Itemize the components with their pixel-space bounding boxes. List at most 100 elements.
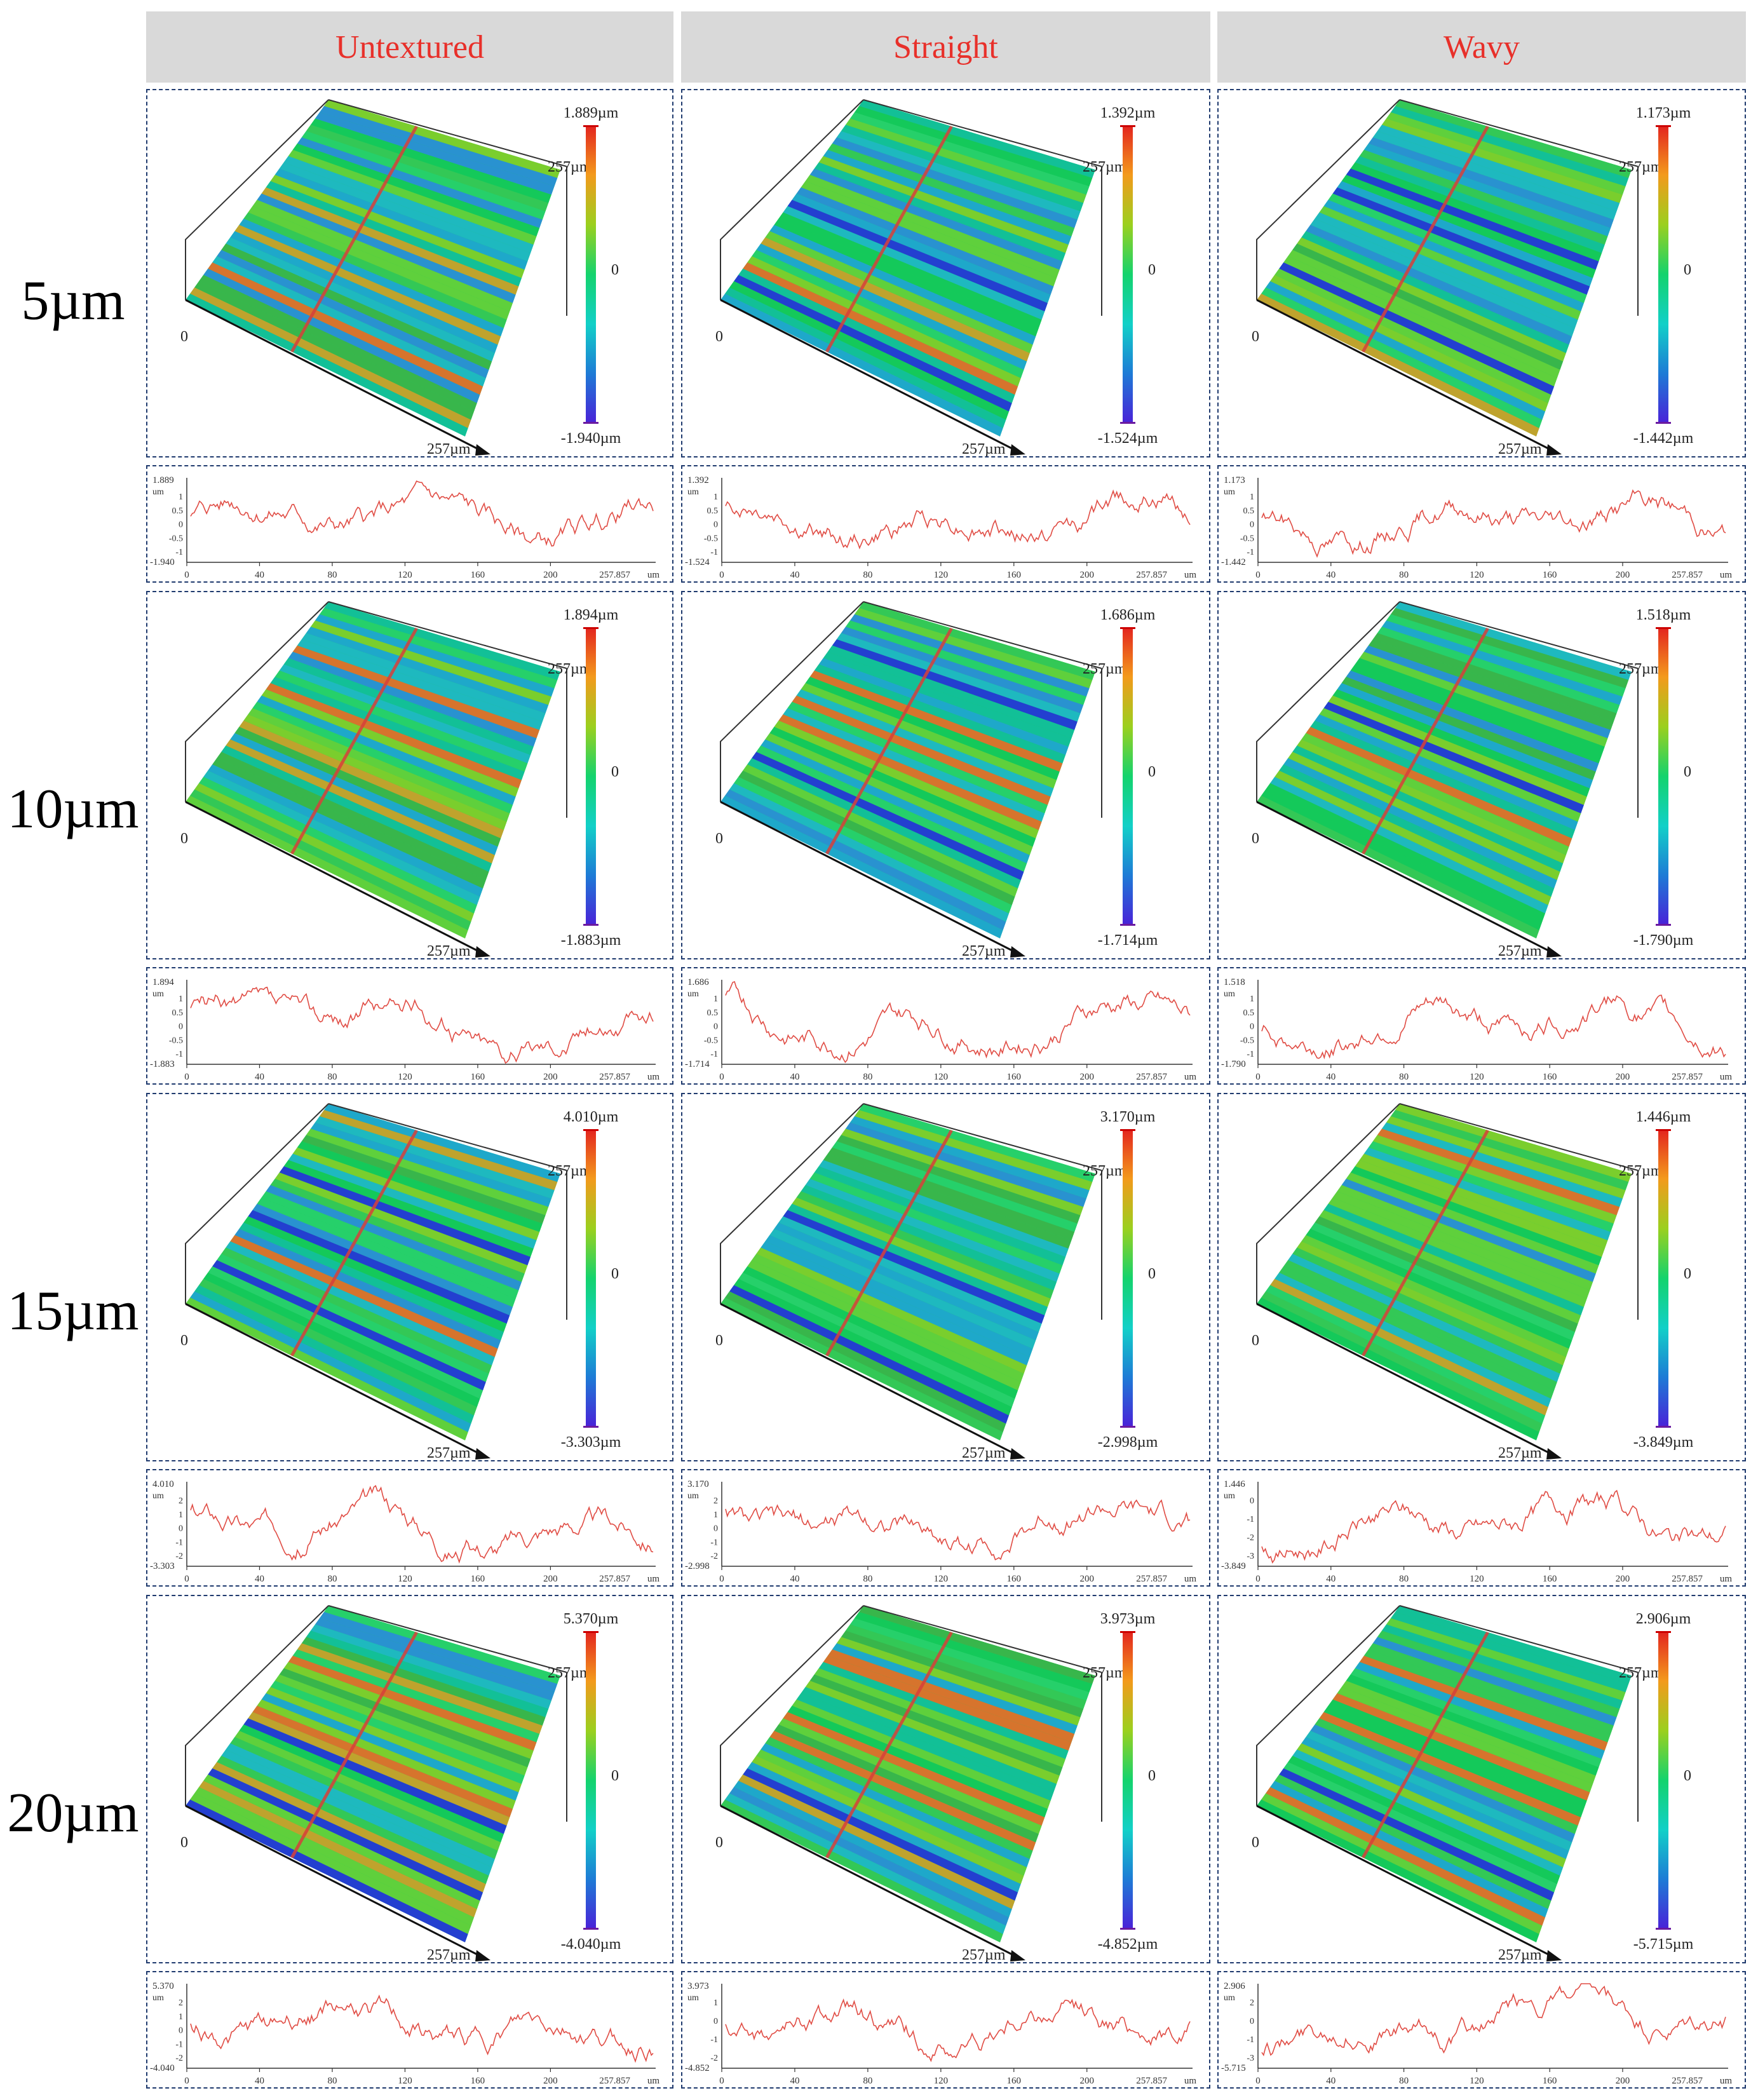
colorbar-max-label: 1.392µm	[1100, 105, 1156, 121]
row-label-20um: 20µm	[7, 1782, 139, 1844]
profile-y-tick: -0.5	[169, 1036, 183, 1045]
row-label-15um: 15µm	[7, 1280, 139, 1342]
profile-plot: 1.392 um -1.524 1 0.5 0 -0.5 -1 0 40 80 120 160 200 25…	[685, 475, 1197, 580]
profile-y-tick: -0.5	[704, 1036, 718, 1045]
profile-x-unit-label: um	[1184, 570, 1197, 580]
profile-plot: 1.686 um -1.714 1 0.5 0 -0.5 -1 0 40 80 120 160 200 25…	[685, 977, 1197, 1082]
profile-x-tick: 80	[327, 1072, 337, 1082]
profile-x-unit-label: um	[1720, 570, 1733, 580]
profile-panel: 5.370 um -4.040 2 1 0 -1 -2 0 40 80 120 160 200 257.85…	[146, 1971, 673, 2089]
profile-y-tick: 0.5	[1243, 506, 1255, 516]
profile-x-tick: 120	[398, 1072, 412, 1082]
profile-panel: 1.894 um -1.883 1 0.5 0 -0.5 -1 0 40 80 120 160 200 25…	[146, 967, 673, 1085]
axis-y-length-label: 257µm	[548, 159, 592, 175]
profile-panel: 2.906 um -5.715 2 0 -1 -3 0 40 80 120 160 200 257.857…	[1217, 1971, 1746, 2089]
profile-x-tick: 40	[255, 1574, 264, 1584]
surface-panel: 0 257µm 257µm 1.446µm -3.849µm 0	[1217, 1093, 1746, 1461]
profile-line	[190, 1995, 654, 2063]
axis-y-length-label: 257µm	[1619, 1163, 1663, 1179]
profile-plot: 1.518 um -1.790 1 0.5 0 -0.5 -1 0 40 80 120 160 200 25…	[1221, 977, 1732, 1082]
profile-x-tick: 200	[543, 570, 558, 580]
colorbar-zero-label: 0	[1684, 764, 1691, 780]
profile-plot: 4.010 um -3.303 2 1 0 -1 -2 0 40 80 120 160 200 257.85…	[150, 1479, 659, 1584]
surface-panel: 0 257µm 257µm 1.889µm -1.940µm 0	[146, 89, 673, 457]
profile-x-end-label: 257.857	[599, 570, 630, 580]
profile-x-end-label: 257.857	[1672, 1072, 1703, 1082]
profile-x-unit-label: um	[1184, 1072, 1197, 1082]
profile-x-tick: 160	[1007, 1574, 1022, 1584]
profile-y-tick: -3	[1247, 1552, 1254, 1561]
colorbar	[586, 627, 596, 926]
profile-line	[190, 480, 654, 547]
axis-origin-label: 0	[180, 329, 188, 345]
colorbar	[1658, 627, 1668, 926]
profile-x-tick: 80	[327, 2076, 337, 2086]
surface-plot: 0 257µm 257µm 3.170µm -2.998µm 0	[715, 1103, 1158, 1460]
surface-panel: 0 257µm 257µm 1.686µm -1.714µm 0	[681, 591, 1210, 959]
colorbar-min-label: -5.715µm	[1633, 1936, 1694, 1953]
profile-y-tick: -1	[1247, 1050, 1254, 1059]
profile-y-tick: 1	[1250, 492, 1254, 502]
profile-min-label: -1.883	[150, 1059, 175, 1069]
row-label-10um: 10µm	[7, 778, 139, 840]
profile-min-label: -4.040	[150, 2063, 175, 2073]
profile-max-label: 1.173	[1224, 475, 1245, 485]
profile-y-tick: -0.5	[1240, 1036, 1254, 1045]
profile-x-end-label: 257.857	[599, 2076, 630, 2086]
axis-x-length-label: 257µm	[962, 441, 1006, 457]
profile-y-tick: 1	[179, 2012, 183, 2022]
profile-max-label: 3.973	[687, 1981, 709, 1991]
profile-min-label: -3.303	[150, 1561, 175, 1571]
surface-panel: 0 257µm 257µm 3.973µm -4.852µm 0	[681, 1595, 1210, 1963]
profile-x-tick: 120	[934, 570, 949, 580]
profile-line	[725, 489, 1191, 550]
profile-x-end-label: 257.857	[1672, 1574, 1703, 1584]
profile-y-tick: -1	[175, 1050, 183, 1059]
surface-panel: 0 257µm 257µm 1.392µm -1.524µm 0	[681, 89, 1210, 457]
profile-y-tick: -0.5	[169, 534, 183, 543]
profile-y-tick: 0.5	[707, 506, 719, 516]
axis-x-length-label: 257µm	[427, 1445, 471, 1461]
axis-y-length-label: 257µm	[1619, 661, 1663, 677]
profile-plot: 5.370 um -4.040 2 1 0 -1 -2 0 40 80 120 160 200 257.85…	[150, 1981, 659, 2086]
profile-y-tick: 2	[179, 1496, 183, 1506]
axis-y-length-label: 257µm	[1083, 159, 1126, 175]
profile-x-tick: 200	[1079, 1072, 1094, 1082]
colorbar-max-label: 1.446µm	[1636, 1109, 1691, 1125]
profile-x-tick: 0	[719, 1574, 724, 1584]
profile-min-label: -1.940	[150, 557, 175, 567]
colorbar-min-label: -4.852µm	[1098, 1936, 1158, 1953]
colorbar-min-label: -1.714µm	[1098, 932, 1158, 949]
profile-y-tick: 1	[179, 1510, 183, 1520]
colorbar	[586, 1631, 596, 1930]
profile-x-tick: 80	[1399, 1574, 1409, 1584]
surface-plot: 0 257µm 257µm 1.173µm -1.442µm 0	[1252, 99, 1694, 456]
profile-y-tick: -2	[710, 2054, 718, 2063]
profile-x-end-label: 257.857	[599, 1574, 630, 1584]
profile-x-end-label: 257.857	[1136, 1072, 1167, 1082]
axis-x-length-label: 257µm	[1498, 1445, 1542, 1461]
surface-panel: 0 257µm 257µm 1.894µm -1.883µm 0	[146, 591, 673, 959]
profile-unit-label: um	[1224, 1993, 1235, 2003]
profile-x-tick: 40	[1326, 1574, 1335, 1584]
profile-x-tick: 0	[1255, 570, 1261, 580]
colorbar-min-label: -1.940µm	[561, 430, 621, 447]
colorbar-zero-label: 0	[1148, 262, 1156, 278]
colorbar	[586, 125, 596, 424]
profile-panel: 1.889 um -1.940 1 0.5 0 -0.5 -1 0 40 80 120 160 200 25…	[146, 465, 673, 583]
profile-max-label: 3.170	[687, 1479, 709, 1489]
profile-x-tick: 120	[398, 570, 412, 580]
profile-y-tick: 0	[1250, 2017, 1254, 2026]
profile-x-tick: 200	[1079, 1574, 1094, 1584]
colorbar-min-label: -4.040µm	[561, 1936, 621, 1953]
profile-panel: 1.173 um -1.442 1 0.5 0 -0.5 -1 0 40 80 120 160 200 25…	[1217, 465, 1746, 583]
profile-x-unit-label: um	[1720, 2076, 1733, 2086]
profile-line	[1261, 1983, 1726, 2057]
profile-x-end-label: 257.857	[1672, 570, 1703, 580]
profile-unit-label: um	[152, 1993, 164, 2003]
colorbar-zero-label: 0	[611, 1768, 619, 1784]
colorbar-max-label: 1.894µm	[564, 607, 619, 623]
profile-y-tick: -2	[710, 1552, 718, 1561]
profile-min-label: -4.852	[685, 2063, 710, 2073]
profile-y-tick: -1	[175, 1538, 183, 1547]
